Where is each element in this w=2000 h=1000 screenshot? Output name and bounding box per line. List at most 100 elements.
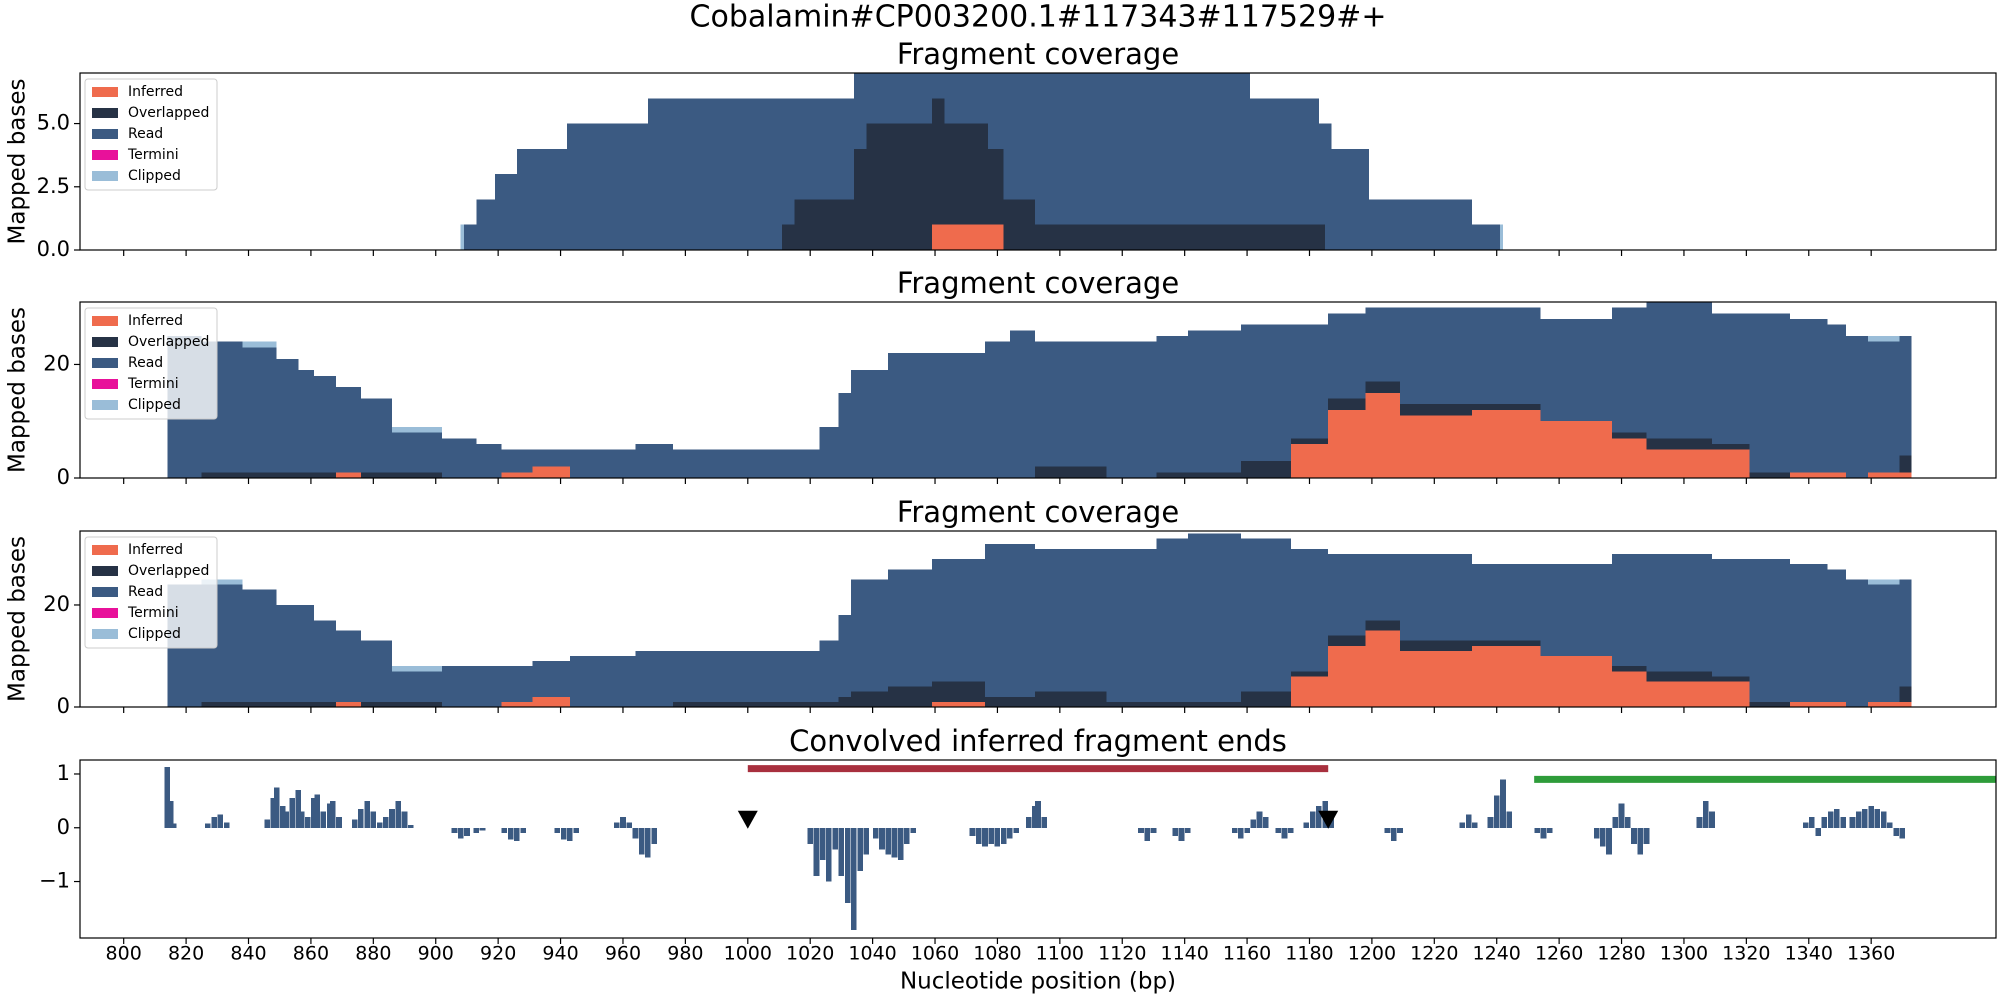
legend-swatch bbox=[92, 358, 118, 368]
coverage-segment bbox=[566, 123, 648, 250]
bar bbox=[1231, 827, 1238, 834]
coverage-segment bbox=[1318, 123, 1326, 225]
bar bbox=[1840, 817, 1846, 828]
bar bbox=[554, 827, 561, 834]
bar bbox=[1709, 811, 1715, 828]
x-tick-label: 840 bbox=[230, 943, 266, 965]
coverage-segment bbox=[1009, 330, 1035, 478]
coverage-segment bbox=[1749, 701, 1791, 707]
coverage-segment bbox=[1034, 224, 1251, 250]
coverage-segment bbox=[1290, 671, 1329, 677]
coverage-segment bbox=[931, 681, 985, 702]
coverage-segment bbox=[838, 696, 851, 707]
bar bbox=[826, 827, 832, 882]
coverage-segment bbox=[1712, 449, 1750, 478]
coverage-segment bbox=[392, 701, 442, 707]
coverage-segment bbox=[782, 98, 795, 225]
coverage-segment bbox=[201, 579, 243, 585]
bar bbox=[1834, 808, 1840, 828]
coverage-segment bbox=[1712, 313, 1750, 444]
coverage-segment bbox=[944, 123, 989, 225]
coverage-segment bbox=[1471, 404, 1541, 410]
axes-frame bbox=[79, 72, 1997, 251]
x-tick-label: 1160 bbox=[1223, 943, 1271, 965]
bar bbox=[401, 811, 408, 828]
y-tick-label: −1 bbox=[39, 869, 70, 893]
coverage-segment bbox=[276, 358, 299, 473]
legend-label: Termini bbox=[127, 376, 179, 392]
coverage-segment bbox=[1868, 336, 1900, 342]
coverage-segment bbox=[819, 426, 839, 478]
coverage-segment bbox=[1034, 73, 1251, 225]
coverage-segment bbox=[314, 620, 336, 702]
coverage-segment bbox=[335, 387, 361, 473]
axes-frame bbox=[79, 530, 1997, 708]
coverage-segment bbox=[1612, 553, 1647, 667]
bar bbox=[1032, 806, 1038, 828]
panel-title: Convolved inferred fragment ends bbox=[789, 724, 1287, 758]
coverage-segment bbox=[1156, 538, 1188, 702]
bar bbox=[1809, 817, 1815, 828]
coverage-segment bbox=[1646, 553, 1713, 672]
coverage-segment bbox=[392, 432, 442, 473]
legend-label: Overlapped bbox=[128, 334, 209, 350]
bar bbox=[1262, 817, 1269, 828]
bar bbox=[1035, 800, 1041, 828]
y-tick-label: 0 bbox=[57, 694, 70, 718]
coverage-segment bbox=[1868, 701, 1900, 707]
coverage-segment bbox=[1471, 564, 1541, 641]
bar bbox=[632, 827, 639, 839]
bar bbox=[1612, 817, 1619, 828]
coverage-segment bbox=[1250, 98, 1319, 225]
bar bbox=[1899, 827, 1906, 839]
coverage-segment bbox=[1328, 553, 1366, 636]
x-tick-label: 1200 bbox=[1348, 943, 1396, 965]
coverage-segment bbox=[1399, 650, 1472, 707]
coverage-segment bbox=[242, 701, 277, 707]
coverage-segment bbox=[335, 701, 361, 707]
x-tick-label: 920 bbox=[480, 943, 516, 965]
bar bbox=[457, 827, 464, 839]
coverage-segment bbox=[1368, 199, 1472, 250]
coverage-segment bbox=[1899, 336, 1912, 456]
coverage-segment bbox=[1540, 319, 1613, 422]
legend-box bbox=[84, 307, 218, 420]
bar bbox=[320, 811, 327, 828]
bar bbox=[217, 814, 224, 828]
bar bbox=[270, 798, 277, 828]
end-marker bbox=[737, 810, 758, 829]
legend-swatch bbox=[92, 545, 118, 555]
bar bbox=[1316, 806, 1322, 828]
legend-label: Clipped bbox=[128, 168, 181, 184]
bar bbox=[1827, 811, 1834, 828]
coverage-segment bbox=[1240, 691, 1291, 707]
coverage-segment bbox=[441, 666, 502, 707]
bar bbox=[223, 822, 230, 828]
bar bbox=[283, 811, 289, 828]
coverage-segment bbox=[569, 655, 636, 707]
bar bbox=[651, 827, 657, 844]
bar bbox=[1855, 811, 1862, 828]
coverage-segment bbox=[1240, 538, 1291, 692]
coverage-segment bbox=[335, 472, 361, 478]
coverage-segment bbox=[201, 701, 243, 707]
coverage-segment bbox=[1846, 336, 1869, 478]
coverage-segment bbox=[532, 661, 570, 697]
coverage-segment bbox=[794, 98, 854, 200]
coverage-segment bbox=[1106, 701, 1157, 707]
x-tick-label: 1180 bbox=[1285, 943, 1333, 965]
bar bbox=[910, 827, 916, 834]
legend-label: Clipped bbox=[128, 626, 181, 642]
x-tick-label: 1060 bbox=[911, 943, 959, 965]
x-tick-label: 1360 bbox=[1847, 943, 1895, 965]
coverage-segment bbox=[1646, 449, 1713, 478]
coverage-segment bbox=[1187, 472, 1241, 478]
coverage-segment bbox=[984, 543, 1035, 697]
coverage-segment bbox=[850, 370, 889, 478]
coverage-segment bbox=[1712, 559, 1750, 677]
coverage-segment bbox=[501, 449, 533, 473]
y-tick-label: 5.0 bbox=[37, 111, 70, 135]
bar bbox=[205, 823, 211, 828]
coverage-segment bbox=[1868, 472, 1900, 478]
x-tick-label: 860 bbox=[293, 943, 329, 965]
